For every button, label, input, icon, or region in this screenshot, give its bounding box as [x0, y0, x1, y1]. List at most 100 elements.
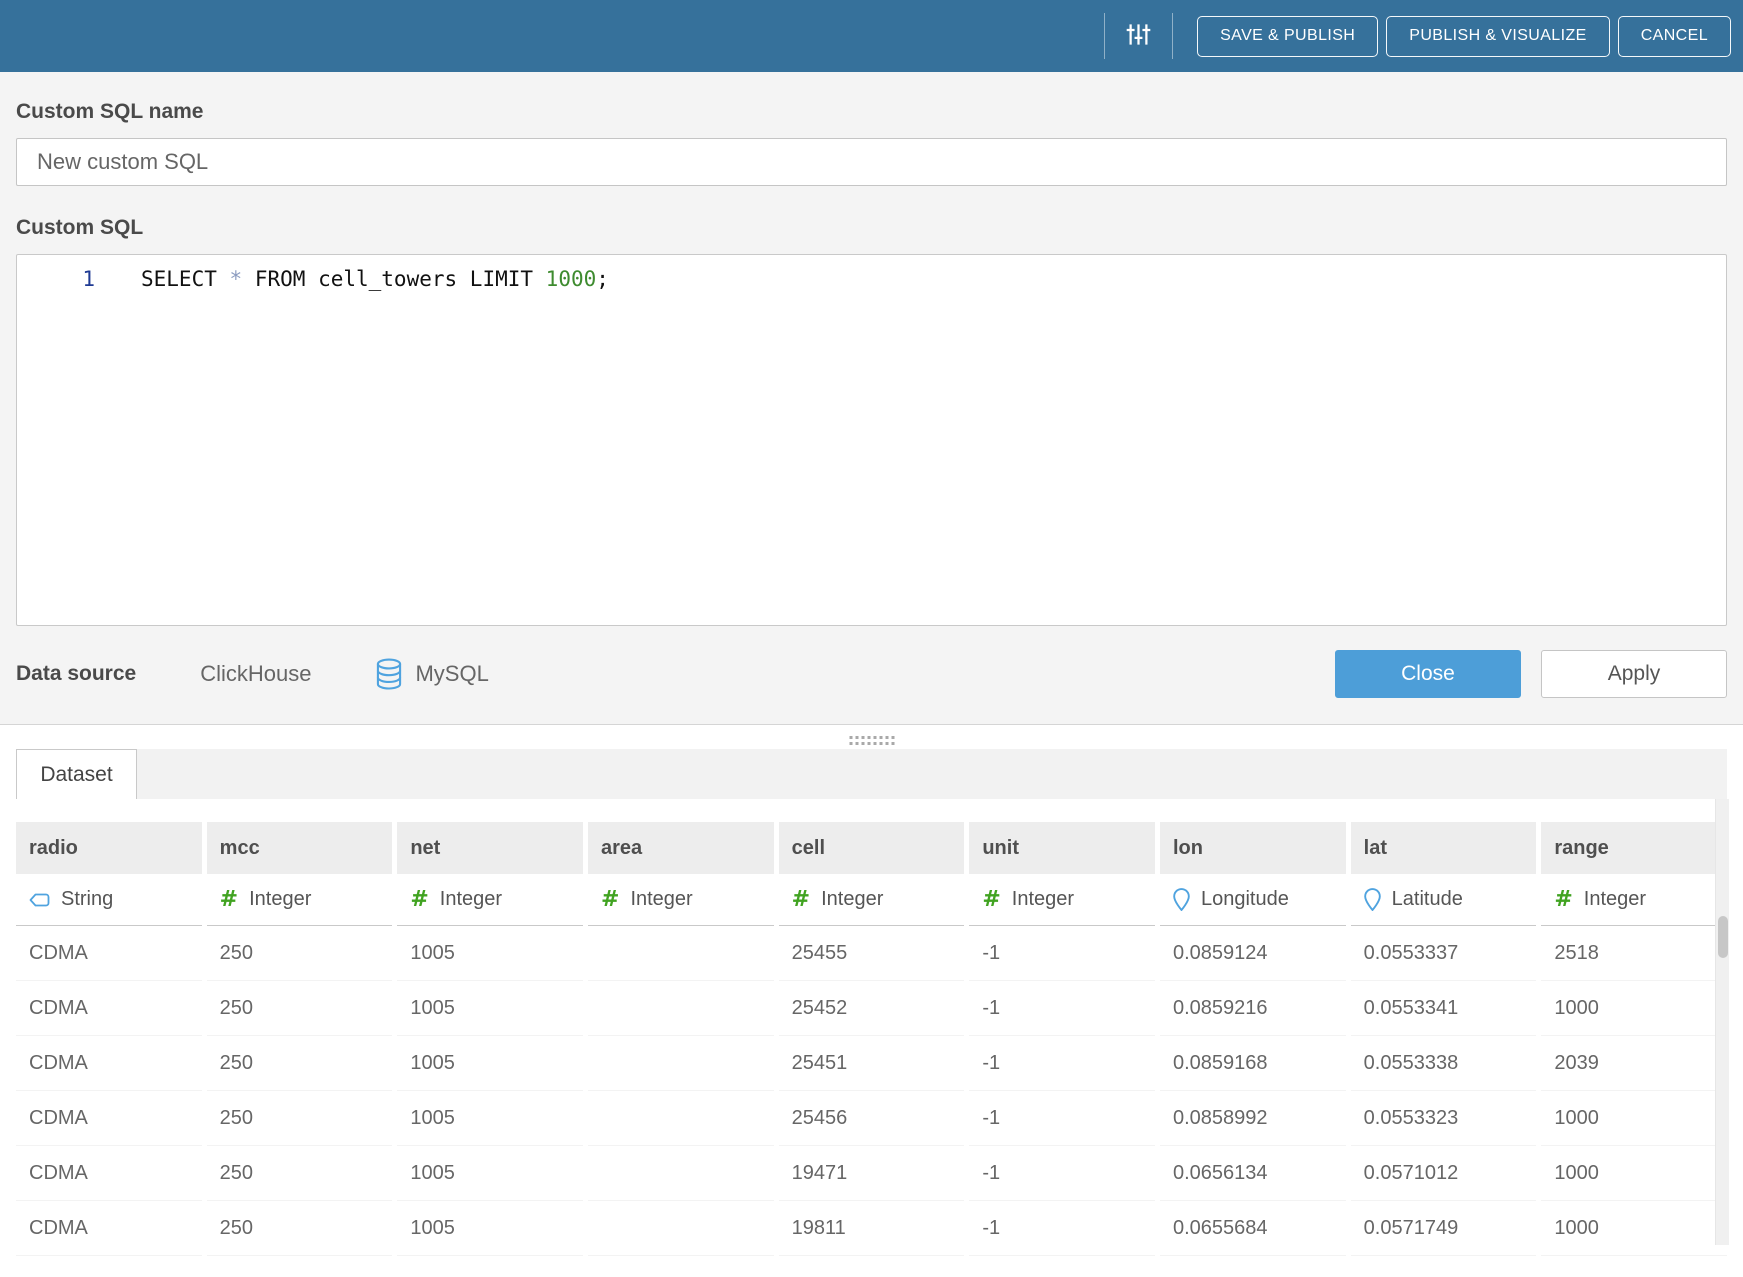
column-header-lat[interactable]: lat: [1350, 822, 1537, 874]
table-cell-r2-unit: -1: [969, 1036, 1155, 1091]
vertical-scrollbar-thumb[interactable]: [1718, 916, 1728, 958]
table-cell-r4-lat: 0.0571012: [1350, 1146, 1537, 1201]
table-cell-r3-radio: CDMA: [16, 1091, 202, 1146]
column-header-unit[interactable]: unit: [969, 822, 1155, 874]
column-type-label: Integer: [630, 888, 693, 910]
data-source-label: Data source: [16, 662, 137, 685]
table-cell-r4-radio: CDMA: [16, 1146, 202, 1201]
table-cell-r3-lat: 0.0553323: [1350, 1091, 1537, 1146]
resizer-dot: [849, 736, 852, 739]
cancel-button[interactable]: CANCEL: [1617, 15, 1731, 57]
table-cell-r0-net: 1005: [397, 926, 583, 981]
column-header-radio[interactable]: radio: [16, 822, 202, 874]
custom-sql-name-label: Custom SQL name: [16, 100, 204, 123]
table-cell-r2-net: 1005: [397, 1036, 583, 1091]
table-cell-r1-cell: 25452: [778, 981, 965, 1036]
sql-token: [242, 267, 255, 291]
table-cell-r0-range: 2518: [1541, 926, 1727, 981]
sql-editor[interactable]: 1 SELECT * FROM cell_towers LIMIT 1000;: [16, 254, 1727, 626]
column-type-net: # Integer: [397, 874, 583, 926]
table-cell-r4-range: 1000: [1541, 1146, 1727, 1201]
panel-resizer-handle[interactable]: [845, 732, 898, 749]
resizer-dot: [873, 742, 876, 745]
table-cell-r5-net: 1005: [397, 1201, 583, 1256]
resizer-dot: [861, 736, 864, 739]
column-type-range: # Integer: [1541, 874, 1727, 926]
resizer-dot: [867, 736, 870, 739]
datasource-option-mysql[interactable]: MySQL: [375, 658, 489, 691]
table-cell-r2-lat: 0.0553338: [1350, 1036, 1537, 1091]
table-cell-r4-lon: 0.0656134: [1160, 1146, 1346, 1201]
table-cell-r4-net: 1005: [397, 1146, 583, 1201]
column-header-lon[interactable]: lon: [1160, 822, 1346, 874]
table-cell-r5-range: 1000: [1541, 1201, 1727, 1256]
column-header-mcc[interactable]: mcc: [206, 822, 393, 874]
sql-token: SELECT: [141, 267, 217, 291]
table-cell-r1-mcc: 250: [206, 981, 393, 1036]
table-cell-r5-lat: 0.0571749: [1350, 1201, 1537, 1256]
table-cell-r5-mcc: 250: [206, 1201, 393, 1256]
dataset-tabbar: Dataset: [16, 749, 1727, 799]
table-cell-r5-cell: 19811: [778, 1201, 965, 1256]
table-cell-r0-lat: 0.0553337: [1350, 926, 1537, 981]
longitude-icon: [1173, 888, 1190, 911]
topbar-divider: [1172, 13, 1174, 59]
datasource-mysql-label: MySQL: [415, 661, 489, 686]
integer-icon: #: [791, 887, 811, 912]
custom-sql-name-input[interactable]: [16, 138, 1727, 186]
table-cell-r5-radio: CDMA: [16, 1201, 202, 1256]
column-header-area[interactable]: area: [588, 822, 774, 874]
sql-token: [533, 267, 546, 291]
apply-button[interactable]: Apply: [1541, 650, 1727, 698]
table-cell-r2-lon: 0.0859168: [1160, 1036, 1346, 1091]
sql-token: FROM: [254, 267, 306, 291]
table-cell-r5-area: [588, 1201, 774, 1256]
resizer-dot: [849, 742, 852, 745]
resizer-dot: [891, 742, 894, 745]
column-header-net[interactable]: net: [397, 822, 583, 874]
table-cell-r4-cell: 19471: [778, 1146, 965, 1201]
column-type-label: String: [61, 888, 114, 910]
column-header-range[interactable]: range: [1541, 822, 1727, 874]
topbar: SAVE & PUBLISH PUBLISH & VISUALIZE CANCE…: [0, 0, 1743, 72]
resizer-dot: [855, 742, 858, 745]
latitude-icon: [1363, 888, 1381, 911]
table-cell-r3-net: 1005: [397, 1091, 583, 1146]
sliders-icon: [1125, 21, 1152, 51]
column-header-cell[interactable]: cell: [778, 822, 965, 874]
column-type-area: # Integer: [588, 874, 774, 926]
column-type-label: Integer: [249, 888, 312, 910]
table-cell-r0-radio: CDMA: [16, 926, 202, 981]
datasource-option-clickhouse[interactable]: ClickHouse: [200, 661, 311, 687]
table-cell-r1-range: 1000: [1541, 981, 1727, 1036]
integer-icon: #: [1554, 887, 1573, 912]
datasource-clickhouse-label: ClickHouse: [200, 661, 312, 686]
table-cell-r4-unit: -1: [969, 1146, 1155, 1201]
sql-token: cell_towers: [318, 267, 458, 291]
table-cell-r2-cell: 25451: [778, 1036, 965, 1091]
publish-and-visualize-button[interactable]: PUBLISH & VISUALIZE: [1386, 15, 1610, 57]
table-cell-r4-area: [588, 1146, 774, 1201]
table-cell-r1-area: [588, 981, 774, 1036]
vertical-scrollbar-track[interactable]: [1715, 799, 1729, 1245]
table-cell-r2-area: [588, 1036, 774, 1091]
settings-sliders-button[interactable]: [1121, 17, 1156, 55]
column-type-label: Integer: [1583, 888, 1647, 910]
table-cell-r5-lon: 0.0655684: [1160, 1201, 1346, 1256]
table-cell-r4-mcc: 250: [206, 1146, 393, 1201]
tab-dataset[interactable]: Dataset: [16, 749, 137, 799]
sql-token: 1000: [545, 267, 597, 291]
resizer-dot: [885, 736, 888, 739]
table-cell-r0-area: [588, 926, 774, 981]
table-cell-r0-lon: 0.0859124: [1160, 926, 1346, 981]
table-cell-r3-cell: 25456: [778, 1091, 965, 1146]
sql-token: [305, 267, 318, 291]
table-cell-r0-cell: 25455: [778, 926, 965, 981]
close-button[interactable]: Close: [1335, 650, 1521, 698]
integer-icon: #: [601, 887, 620, 912]
sql-token: *: [229, 267, 243, 291]
table-cell-r2-radio: CDMA: [16, 1036, 202, 1091]
string-icon: [29, 892, 50, 908]
column-type-label: Longitude: [1201, 888, 1289, 910]
save-and-publish-button[interactable]: SAVE & PUBLISH: [1197, 15, 1379, 57]
